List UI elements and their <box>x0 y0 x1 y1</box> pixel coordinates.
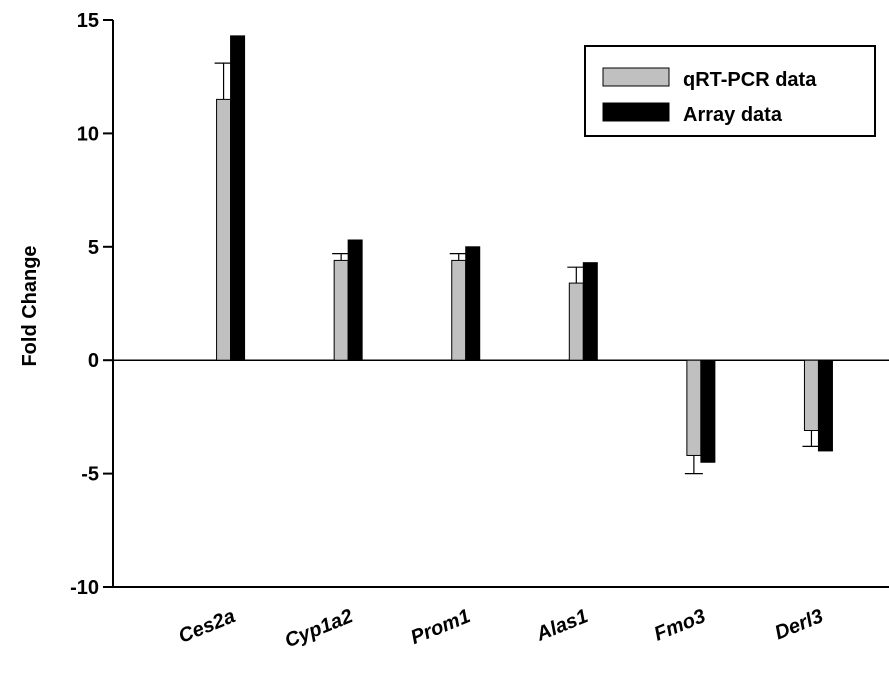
bar-qrt-pcr <box>333 259 349 361</box>
legend-label-array: Array data <box>683 104 783 126</box>
bar-array <box>700 359 716 463</box>
y-tick-label: 15 <box>77 10 99 32</box>
bar-qrt-pcr <box>216 98 232 361</box>
legend-label-qrt-pcr: qRT-PCR data <box>683 69 817 91</box>
x-tick-label: Alas1 <box>533 605 592 646</box>
bar-qrt-pcr <box>451 259 467 361</box>
y-axis-label: Fold Change <box>19 245 41 366</box>
x-tick-label: Derl3 <box>772 605 827 644</box>
bar-qrt-pcr <box>568 282 584 361</box>
bar-array <box>817 359 833 452</box>
y-tick-label: 10 <box>77 123 99 145</box>
y-ticks: -10 -5 0 5 10 15 <box>70 10 113 599</box>
legend-box <box>584 45 876 137</box>
y-tick-label: 5 <box>88 237 99 259</box>
x-tick-labels: Ces2a Cyp1a2 Prom1 Alas1 Fmo3 Derl3 <box>176 605 827 652</box>
bar-array <box>347 239 363 361</box>
legend-swatch-array <box>602 102 670 122</box>
x-tick-label: Prom1 <box>408 605 474 649</box>
legend-swatch-qrt-pcr <box>602 67 670 87</box>
y-tick-label: 0 <box>88 350 99 372</box>
x-tick-label: Ces2a <box>176 605 239 647</box>
y-tick-label: -5 <box>81 464 99 486</box>
bar-qrt-pcr <box>686 359 702 456</box>
x-tick-label: Fmo3 <box>651 605 709 645</box>
x-tick-label: Cyp1a2 <box>282 605 356 652</box>
bar-qrt-pcr <box>803 359 819 432</box>
error-bars <box>214 62 821 475</box>
legend: qRT-PCR data Array data <box>584 45 876 137</box>
bar-array <box>582 262 598 361</box>
bar-array <box>230 35 246 361</box>
bars <box>216 35 833 463</box>
y-tick-label: -10 <box>70 577 99 599</box>
bar-array <box>465 246 481 361</box>
